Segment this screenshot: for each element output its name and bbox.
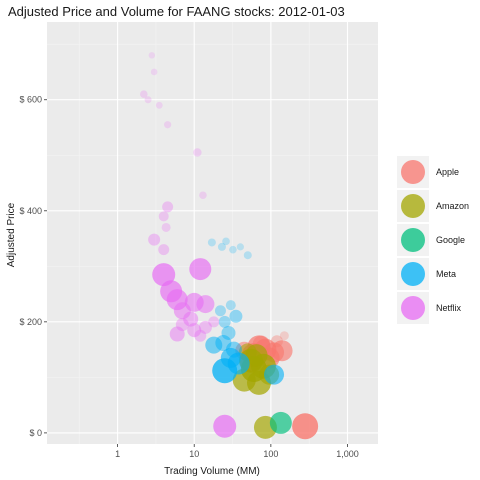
grid (47, 22, 378, 444)
data-point-meta (264, 364, 285, 385)
data-point-netflix (213, 414, 237, 438)
data-point-netflix (208, 316, 220, 328)
y-tick-label: $ 200 (19, 317, 42, 327)
x-axis-title: Trading Volume (MM) (164, 466, 260, 477)
data-point-netflix (158, 244, 170, 256)
data-point-amazon (245, 344, 268, 367)
data-point-meta (214, 305, 226, 317)
chart-title: Adjusted Price and Volume for FAANG stoc… (8, 4, 345, 19)
data-point-netflix (150, 68, 158, 76)
legend-label-netflix: Netflix (436, 303, 462, 313)
legend-key-netflix (401, 296, 425, 320)
data-point-netflix (148, 52, 156, 59)
legend-key-amazon (401, 194, 425, 218)
data-point-meta (222, 237, 230, 246)
data-point-meta (225, 341, 242, 358)
legend-label-google: Google (436, 235, 465, 245)
data-point-meta (243, 251, 252, 260)
x-tick-label: 100 (263, 449, 278, 459)
data-point-meta (205, 336, 223, 354)
data-point-meta (218, 315, 231, 328)
data-point-netflix (161, 222, 171, 232)
x-tick-label: 1,000 (336, 449, 359, 459)
y-tick-label: $ 400 (19, 206, 42, 216)
plot-background (47, 22, 378, 444)
data-point-netflix (162, 201, 174, 213)
data-point-netflix (140, 90, 148, 98)
legend-key-apple (401, 160, 425, 184)
data-point-netflix (169, 326, 185, 342)
legend: Apple Amazon Google Meta Netflix (395, 152, 475, 332)
data-point-netflix (194, 329, 207, 342)
data-point-netflix (164, 121, 172, 129)
data-point-netflix (198, 320, 212, 334)
data-point-meta (217, 242, 226, 251)
x-tick-label: 10 (189, 449, 199, 459)
legend-label-amazon: Amazon (436, 201, 469, 211)
data-point-apple (279, 331, 289, 341)
legend-key-meta (401, 262, 425, 286)
data-point-apple (270, 335, 283, 348)
x-tick-label: 1 (115, 449, 120, 459)
y-tick-label: $ 600 (19, 95, 42, 105)
axes: 1 10 100 1,000 $ 0 $ 200 $ 400 $ 600 (19, 95, 358, 459)
data-point-meta (215, 334, 232, 351)
legend-label-apple: Apple (436, 167, 459, 177)
data-point-netflix (155, 101, 163, 109)
legend-label-meta: Meta (436, 269, 456, 279)
data-point-netflix (144, 96, 152, 104)
data-point-netflix (193, 148, 202, 157)
data-point-google (269, 411, 292, 434)
data-point-netflix (189, 258, 212, 281)
data-point-netflix (175, 318, 189, 332)
data-point-netflix (173, 302, 191, 320)
data-point-netflix (187, 323, 202, 338)
y-axis-title: Adjusted Price (6, 202, 17, 267)
data-point-apple (292, 413, 319, 440)
data-point-meta (220, 347, 241, 368)
data-point-meta (236, 243, 244, 251)
data-point-meta (225, 300, 236, 311)
data-point-meta (229, 309, 243, 323)
data-point-meta (229, 245, 237, 254)
data-point-meta (207, 238, 216, 247)
data-point-meta (221, 325, 236, 340)
data-point-netflix (148, 233, 161, 246)
data-point-netflix (152, 263, 176, 287)
data-points (140, 52, 319, 440)
data-point-netflix (183, 311, 199, 327)
y-tick-label: $ 0 (29, 428, 42, 438)
data-point-netflix (158, 211, 169, 222)
data-point-netflix (199, 191, 207, 200)
data-point-netflix (196, 295, 215, 314)
legend-key-google (401, 228, 425, 252)
